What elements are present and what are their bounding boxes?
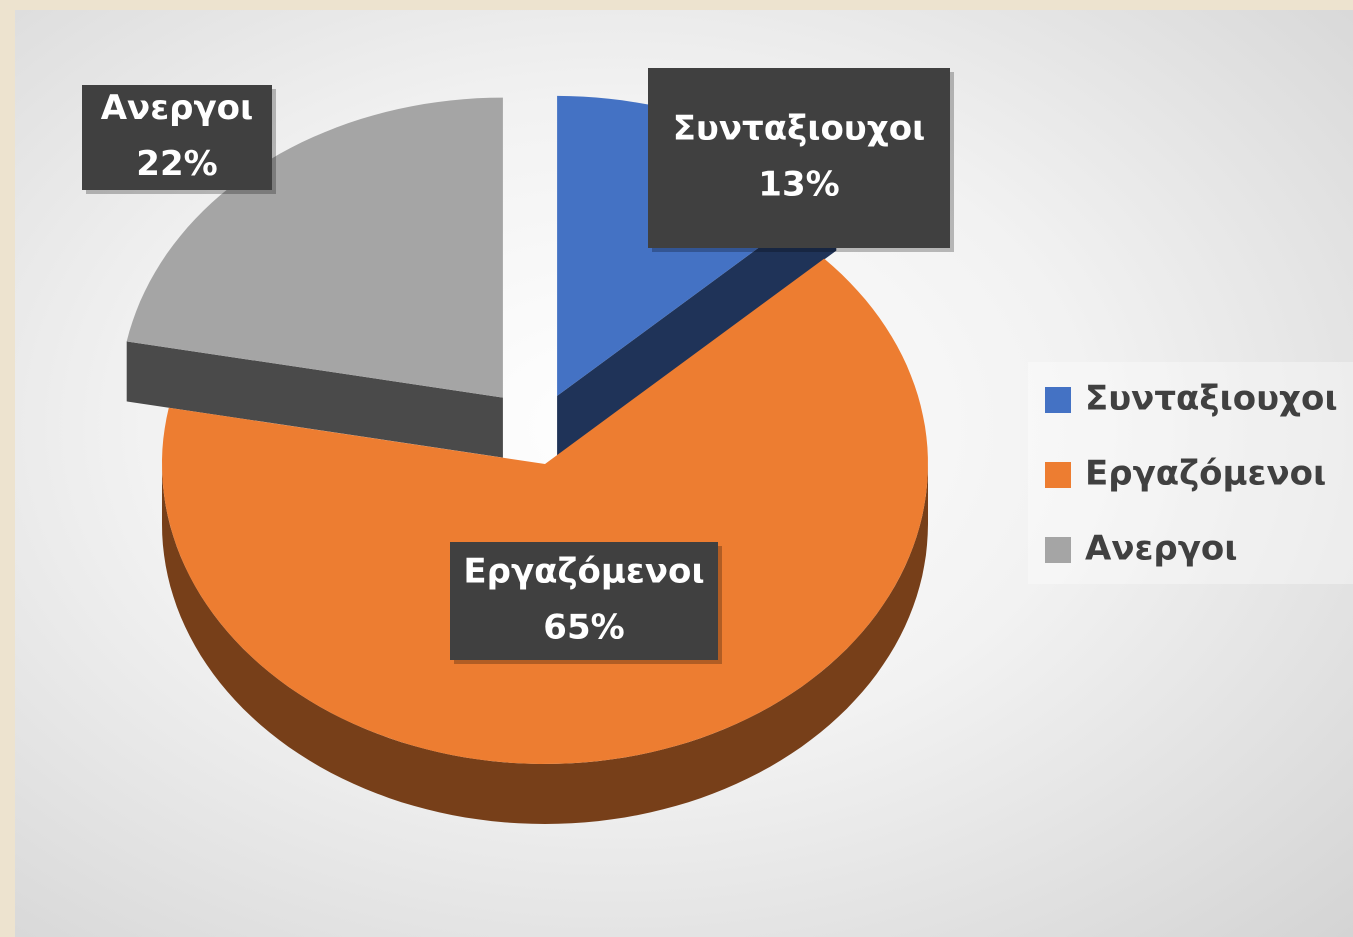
data-label-name: Ανεργοι [101, 88, 254, 128]
legend-label: Συνταξιουχοι [1085, 379, 1338, 419]
legend-label: Εργαζόμενοι [1085, 454, 1326, 494]
data-label-value: 13% [758, 165, 839, 205]
legend-box [1028, 362, 1353, 584]
legend-swatch [1045, 537, 1071, 563]
data-label-value: 65% [543, 608, 624, 648]
slice-side [162, 464, 928, 824]
slice-wall [126, 341, 503, 458]
legend-label: Ανεργοι [1085, 529, 1238, 569]
slice-wall [557, 190, 837, 456]
data-label-box [450, 542, 718, 660]
legend-swatch [1045, 462, 1071, 488]
data-label-name: Εργαζόμενοι [463, 552, 704, 592]
slice [162, 258, 928, 764]
data-label-box [82, 85, 272, 190]
legend-swatch [1045, 387, 1071, 413]
slice [126, 97, 503, 398]
data-label-box [648, 68, 950, 248]
data-label-value: 22% [136, 144, 217, 184]
data-label-name: Συνταξιουχοι [673, 109, 926, 149]
